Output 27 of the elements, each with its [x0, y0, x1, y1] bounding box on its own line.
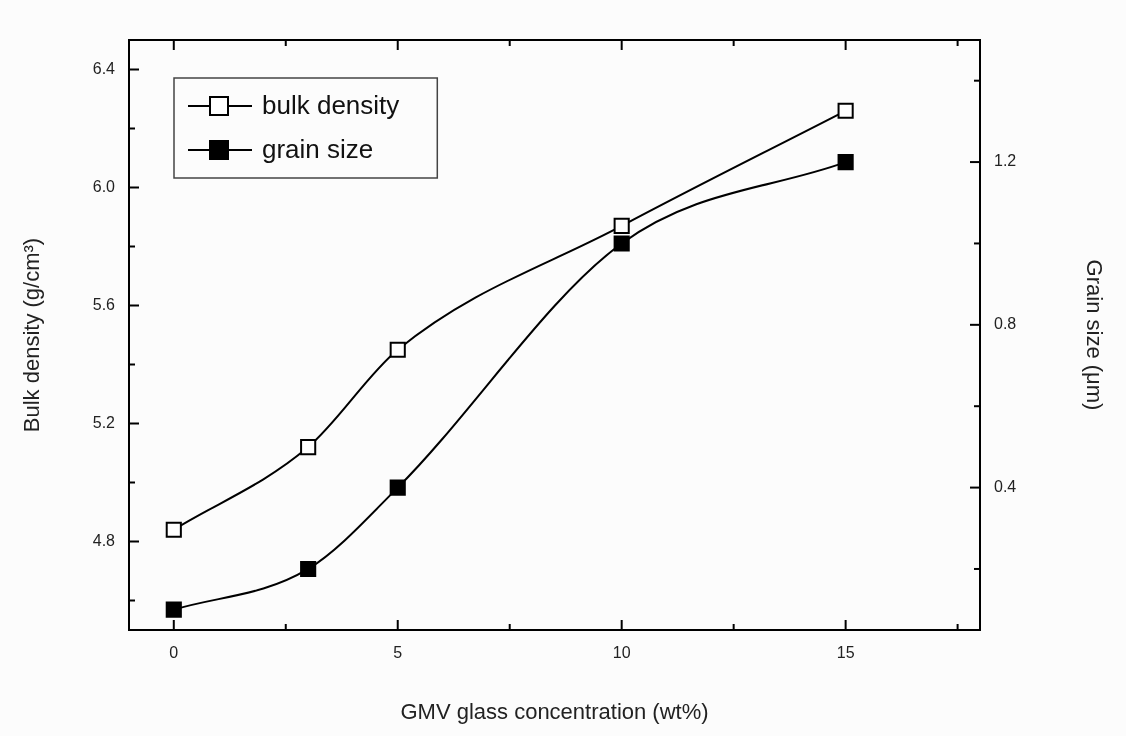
y2-tick-label: 1.2	[994, 152, 1017, 170]
y-tick-label: 5.2	[92, 413, 116, 431]
y-tick-label: 6.0	[92, 177, 116, 195]
point	[165, 521, 182, 538]
point	[613, 235, 630, 252]
point	[300, 439, 317, 456]
y-axis-title: Bulk density (g/cm³)	[19, 237, 45, 433]
point	[837, 102, 854, 119]
point	[165, 601, 182, 618]
y2-axis-title: Grain size (μm)	[1081, 259, 1107, 411]
y2-tick-label: 0.4	[994, 477, 1017, 495]
point	[300, 560, 317, 578]
legend-label: grain size	[262, 134, 374, 165]
x-tick-label: 10	[612, 644, 631, 662]
y-tick-label: 5.6	[92, 295, 116, 313]
y-tick-label: 4.8	[92, 531, 116, 549]
y-tick-label: 6.4	[92, 59, 116, 77]
point	[613, 217, 630, 234]
x-axis-title: GMV glass concentration (wt%)	[400, 698, 709, 724]
x-tick-label: 0	[169, 644, 179, 662]
x-tick-label: 5	[393, 644, 403, 662]
x-tick-label: 15	[836, 644, 855, 662]
legend-label: bulk density	[262, 90, 400, 121]
point	[837, 154, 854, 171]
point	[389, 479, 406, 496]
point	[389, 341, 406, 358]
y2-tick-label: 0.8	[994, 315, 1017, 333]
